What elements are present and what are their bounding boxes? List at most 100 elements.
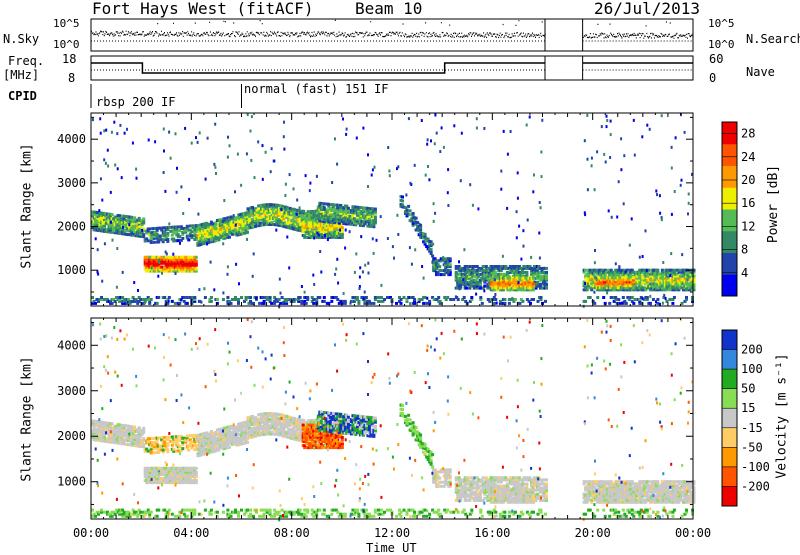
- power-cell: [330, 300, 333, 303]
- power-cell: [192, 224, 195, 227]
- power-cell: [127, 233, 130, 236]
- power-cell: [469, 183, 471, 186]
- power-cell: [316, 175, 318, 178]
- power-cell: [373, 252, 375, 255]
- power-cell: [540, 296, 543, 299]
- power-cell: [426, 143, 428, 146]
- velocity-cell: [187, 449, 190, 452]
- velocity-cell: [178, 445, 181, 448]
- power-cell: [130, 300, 132, 303]
- power-cell: [401, 196, 404, 199]
- power-cell: [269, 296, 272, 299]
- power-cell: [541, 175, 543, 178]
- power-cell: [179, 242, 181, 245]
- power-cell: [367, 262, 369, 265]
- power-cell: [625, 271, 627, 274]
- power-cell: [685, 296, 688, 299]
- power-cell: [101, 199, 103, 202]
- power-cell: [285, 183, 287, 186]
- power-cell: [434, 212, 436, 215]
- power-cell: [235, 263, 237, 266]
- power-cell: [616, 216, 618, 219]
- power-cell: [215, 172, 217, 175]
- power-cell: [606, 291, 608, 294]
- power-cell: [439, 150, 441, 153]
- power-cell: [324, 208, 326, 211]
- power-cell: [545, 283, 548, 286]
- power-cell: [405, 194, 407, 197]
- velocity-cell: [223, 427, 226, 430]
- power-cell: [388, 170, 390, 173]
- power-cell: [347, 207, 350, 210]
- power-cell: [494, 278, 496, 281]
- top-panels: [91, 19, 693, 108]
- power-cell: [281, 208, 283, 211]
- power-cell: [431, 243, 434, 246]
- power-cell: [254, 176, 256, 179]
- power-cell: [365, 296, 368, 299]
- power-cell: [222, 220, 224, 223]
- power-cell: [594, 249, 596, 252]
- velocity-cell: [177, 435, 180, 438]
- power-cell: [601, 125, 603, 128]
- power-cell: [122, 226, 124, 229]
- power-cell: [374, 208, 377, 211]
- power-cell: [520, 258, 522, 261]
- power-cell: [591, 157, 593, 160]
- power-cell: [545, 267, 548, 270]
- power-cell: [431, 261, 433, 264]
- power-cell: [589, 296, 592, 299]
- power-cell: [668, 298, 671, 301]
- power-cell: [438, 265, 441, 268]
- power-cell: [400, 298, 403, 301]
- power-cell: [532, 282, 535, 285]
- power-cell: [453, 124, 455, 127]
- power-cell: [359, 206, 362, 209]
- power-cell: [527, 219, 529, 222]
- power-cell: [126, 227, 128, 230]
- power-cell: [296, 213, 298, 216]
- power-cell: [621, 269, 623, 272]
- power-cell: [176, 191, 178, 194]
- power-cell: [440, 273, 443, 276]
- power-cell: [441, 126, 443, 129]
- power-cell: [617, 298, 620, 301]
- power-cell: [422, 302, 425, 305]
- power-cell: [166, 238, 169, 241]
- power-cell: [92, 118, 94, 121]
- power-cell: [312, 302, 315, 305]
- power-cell: [428, 300, 431, 303]
- power-cell: [544, 300, 547, 303]
- power-cell: [293, 298, 296, 301]
- power-cell: [379, 300, 382, 303]
- power-cell: [500, 188, 502, 191]
- power-cell: [285, 298, 288, 301]
- power-cell: [271, 147, 273, 150]
- power-cell: [425, 174, 427, 177]
- power-cell: [157, 296, 160, 299]
- velocity-cell: [142, 443, 145, 446]
- power-cell: [154, 140, 156, 143]
- power-cell: [207, 137, 209, 140]
- power-cell: [266, 296, 269, 299]
- power-cell: [147, 239, 150, 242]
- power-cell: [327, 238, 329, 241]
- power-cell: [168, 226, 171, 229]
- power-cell: [205, 178, 207, 181]
- power-cell: [606, 119, 608, 122]
- power-cell: [407, 205, 410, 208]
- power-cell: [227, 265, 229, 268]
- power-cell: [351, 296, 354, 299]
- power-cell: [400, 302, 403, 305]
- power-cell: [670, 252, 672, 255]
- power-cell: [393, 257, 395, 260]
- power-cell: [387, 237, 389, 240]
- power-cell: [523, 245, 525, 248]
- power-cell: [98, 209, 100, 212]
- power-cell: [605, 161, 607, 164]
- power-cell: [359, 287, 361, 290]
- power-cell: [253, 252, 255, 255]
- power-cell: [262, 144, 264, 147]
- power-cell: [197, 141, 199, 144]
- power-cell: [344, 247, 346, 250]
